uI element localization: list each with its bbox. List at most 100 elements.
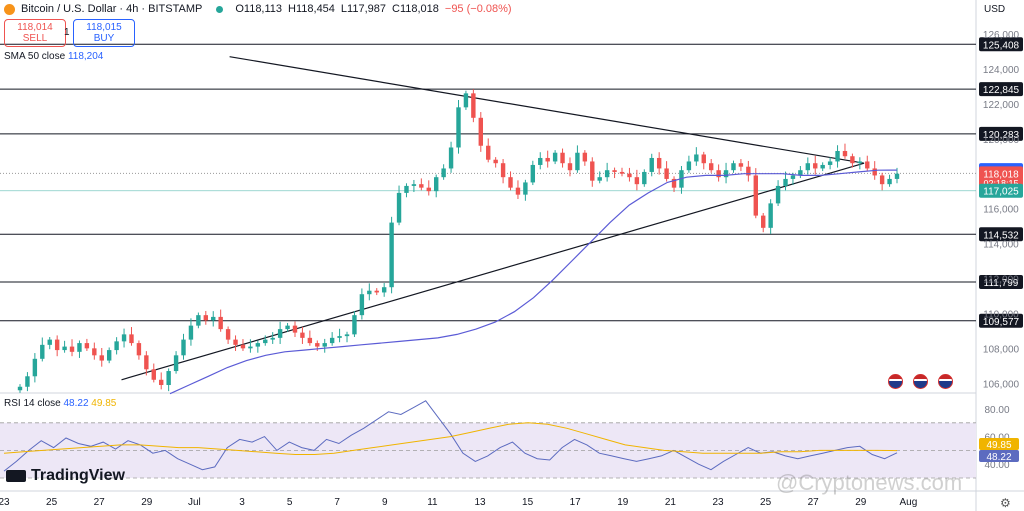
candle-body xyxy=(307,337,313,344)
sma-legend-label: SMA 50 close xyxy=(4,51,66,62)
candle-body xyxy=(775,185,781,204)
level-price-tag xyxy=(979,82,1023,97)
level-price-label: 125,408 xyxy=(983,40,1020,51)
us-flag-icon[interactable] xyxy=(938,374,953,389)
candle-body xyxy=(203,315,209,321)
buy-label: BUY xyxy=(93,33,115,44)
us-flag-icon[interactable] xyxy=(888,374,903,389)
candle-body xyxy=(530,164,536,183)
candle-body xyxy=(694,154,699,162)
time-tick-label: 27 xyxy=(808,497,820,508)
candle-body xyxy=(233,339,238,345)
candle-body xyxy=(887,178,892,185)
candle-body xyxy=(627,173,632,178)
bitcoin-icon xyxy=(4,3,15,15)
rsi-legend[interactable]: RSI 14 close 48.22 49.85 xyxy=(4,398,116,409)
candle-body xyxy=(463,93,469,108)
candle-body xyxy=(597,177,602,181)
time-tick-label: 15 xyxy=(522,497,534,508)
sma-legend-value: 118,204 xyxy=(67,51,104,62)
candle-body xyxy=(805,163,811,171)
time-tick-label: Aug xyxy=(900,497,918,508)
time-tick-label: 7 xyxy=(334,497,340,508)
currency-selector[interactable]: USD xyxy=(984,4,1006,15)
time-tick-label: 25 xyxy=(46,497,58,508)
price-axis[interactable]: 125,408 122,845 120,283 114,532 111,799 109,5… xyxy=(979,30,1023,471)
sma-50-path xyxy=(169,169,898,395)
candle-body xyxy=(92,348,97,356)
candle-body xyxy=(567,163,573,171)
ohlc-close: C118,018 xyxy=(392,3,439,15)
level-price-label: 114,532 xyxy=(983,230,1019,241)
candle-body xyxy=(426,187,431,192)
candle-body xyxy=(389,222,394,288)
candle-body xyxy=(411,184,417,186)
order-quantity[interactable]: 1 xyxy=(64,27,70,38)
candle-body xyxy=(144,355,149,370)
rsi-value-tag xyxy=(979,450,1019,462)
candle-body xyxy=(515,187,521,195)
tradingview-logo-text: TradingView xyxy=(31,467,125,484)
buy-button[interactable]: 118,015 BUY xyxy=(73,19,135,47)
price-tick-label: 126,000 xyxy=(983,30,1020,41)
watermark: @Cryptonews.com xyxy=(776,470,963,495)
symbol-header[interactable]: Bitcoin / U.S. Dollar · 4h · BITSTAMP O1… xyxy=(4,3,512,15)
candle-body xyxy=(842,150,848,157)
price-tick-label: 110,000 xyxy=(983,309,1019,320)
price-change: −95 (−0.08%) xyxy=(444,3,512,15)
settings-icon[interactable]: ⚙ xyxy=(1000,496,1011,510)
candle-body xyxy=(270,337,275,340)
symbol-title: Bitcoin / U.S. Dollar · 4h · BITSTAMP xyxy=(21,3,203,15)
candle-body xyxy=(434,177,439,192)
candle-body xyxy=(879,175,885,185)
sma-50-line xyxy=(169,169,898,395)
time-axis[interactable]: 23 25 27 29 Jul 3 5 7 9 11 13 15 17 19 21 23 25 27 29 Aug xyxy=(0,497,917,508)
level-price-tag xyxy=(979,37,1023,52)
candle-body xyxy=(106,350,112,361)
rsi-value-label: 48.22 xyxy=(986,452,1011,463)
time-tick-label: 23 xyxy=(0,497,10,508)
candle-body xyxy=(285,325,290,330)
time-tick-label: 11 xyxy=(427,497,438,508)
sell-button[interactable]: 118,014 SELL xyxy=(4,19,66,47)
level-price-tag xyxy=(979,126,1023,141)
countdown-label: 02:18:15 xyxy=(983,178,1018,188)
candle-body xyxy=(211,316,216,321)
candle-body xyxy=(493,159,498,164)
trendline xyxy=(229,56,865,164)
candle-body xyxy=(523,182,528,195)
level-price-label: 109,577 xyxy=(983,317,1020,328)
candle-body xyxy=(538,157,543,165)
candle-body xyxy=(456,107,461,148)
candle-body xyxy=(218,316,223,330)
candle-body xyxy=(159,379,164,386)
candle-body xyxy=(25,376,30,387)
sma-legend[interactable]: SMA 50 close 118,204 xyxy=(4,51,103,62)
price-tick-label: 116,000 xyxy=(983,205,1019,216)
candle-body xyxy=(590,161,595,181)
candle-body xyxy=(783,178,788,186)
level-price-label: 120,283 xyxy=(983,130,1020,141)
candlesticks xyxy=(17,89,900,393)
rsi-legend-label: RSI 14 close xyxy=(4,398,61,409)
candle-body xyxy=(225,329,231,340)
economic-events[interactable] xyxy=(888,374,953,389)
sell-price: 118,014 xyxy=(17,22,53,33)
rsi-value-label: 49.85 xyxy=(986,440,1011,451)
candle-body xyxy=(500,163,506,178)
candle-body xyxy=(761,215,766,228)
candle-body xyxy=(560,152,565,164)
candle-body xyxy=(545,157,550,162)
candle-body xyxy=(746,166,751,176)
candle-body xyxy=(54,339,60,351)
sell-label: SELL xyxy=(22,33,48,44)
market-open-icon xyxy=(216,5,224,13)
candle-body xyxy=(292,325,298,333)
time-tick-label: 9 xyxy=(382,497,388,508)
candle-body xyxy=(486,145,491,160)
us-flag-icon[interactable] xyxy=(913,374,928,389)
candle-body xyxy=(612,170,617,172)
candle-body xyxy=(129,334,134,344)
tradingview-logo[interactable]: TradingView xyxy=(6,467,125,485)
